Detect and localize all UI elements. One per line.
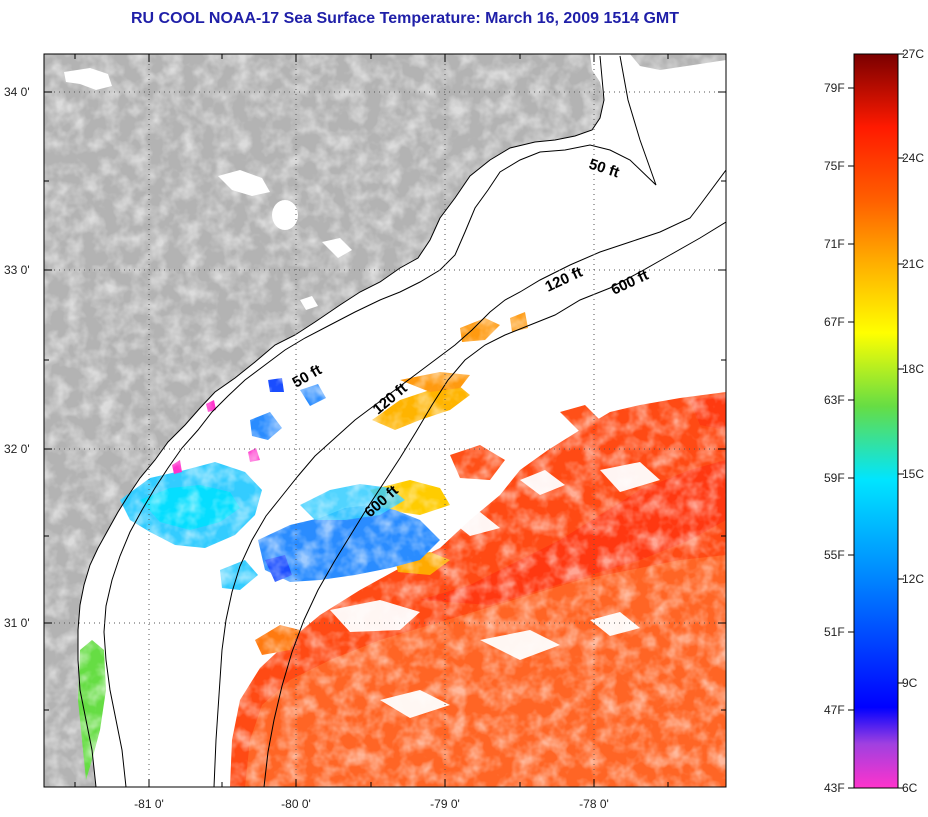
coastline bbox=[77, 55, 605, 787]
f-label-59: 59F bbox=[824, 471, 845, 485]
f-label-67: 67F bbox=[824, 315, 845, 329]
f-label-63: 63F bbox=[824, 393, 845, 407]
lon-label-81: -81 0' bbox=[134, 797, 164, 811]
c-label-21: 21C bbox=[902, 257, 924, 271]
c-label-24: 24C bbox=[902, 151, 924, 165]
colorbar-gradient bbox=[853, 53, 899, 789]
lon-label-79: -79 0' bbox=[430, 797, 460, 811]
lat-label-34: 34 0' bbox=[4, 85, 30, 99]
lat-label-33: 33 0' bbox=[4, 263, 30, 277]
lat-label-32: 32 0' bbox=[4, 442, 30, 456]
c-label-15: 15C bbox=[902, 467, 924, 481]
c-label-9: 9C bbox=[902, 676, 918, 690]
f-label-79: 79F bbox=[824, 81, 845, 95]
lon-label-80: -80 0' bbox=[281, 797, 311, 811]
grid-lines bbox=[44, 54, 726, 787]
lat-label-31: 31 0' bbox=[4, 616, 30, 630]
f-label-71: 71F bbox=[824, 237, 845, 251]
f-label-75: 75F bbox=[824, 159, 845, 173]
isobath-120ft bbox=[213, 169, 726, 787]
lon-label-78: -78 0' bbox=[579, 797, 609, 811]
f-label-55: 55F bbox=[824, 548, 845, 562]
f-label-47: 47F bbox=[824, 703, 845, 717]
c-label-12: 12C bbox=[902, 572, 924, 586]
c-label-6: 6C bbox=[902, 781, 918, 795]
c-label-27: 27C bbox=[902, 47, 924, 61]
f-label-51: 51F bbox=[824, 625, 845, 639]
f-label-43: 43F bbox=[824, 781, 845, 795]
colorbar: 79F 75F 71F 67F 63F 59F 55F 51F 47F 43F … bbox=[824, 47, 924, 795]
isobath-600ft bbox=[263, 221, 726, 787]
c-label-18: 18C bbox=[902, 362, 924, 376]
isobath-50ft bbox=[103, 55, 657, 787]
axis-ticks bbox=[44, 54, 726, 787]
page-title: RU COOL NOAA-17 Sea Surface Temperature:… bbox=[130, 10, 680, 27]
